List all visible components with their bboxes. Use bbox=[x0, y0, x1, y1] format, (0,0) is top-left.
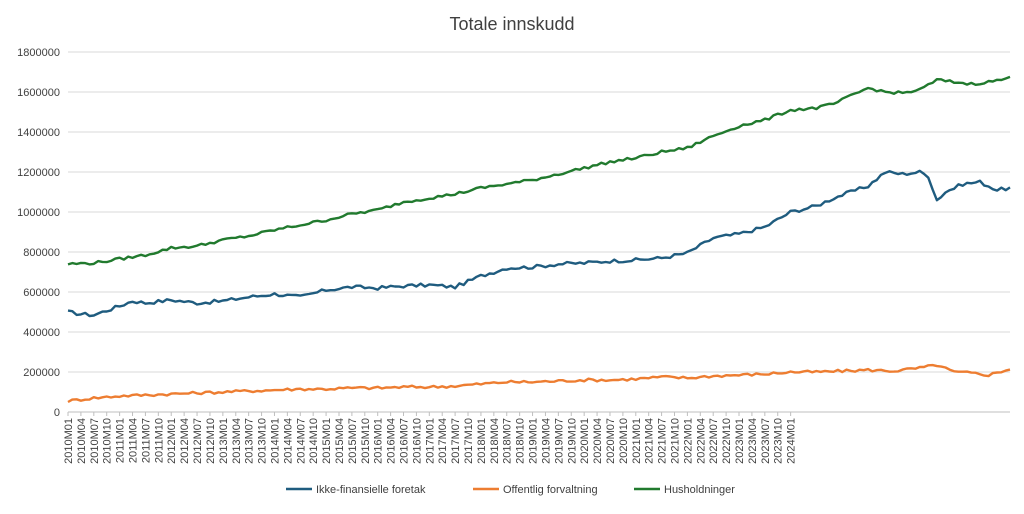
x-tick-label: 2016M07 bbox=[399, 418, 411, 464]
x-tick-label: 2014M01 bbox=[269, 418, 281, 464]
y-tick-label: 800000 bbox=[23, 247, 60, 259]
series-line-1 bbox=[67, 363, 1011, 404]
legend-label: Ikke-finansielle foretak bbox=[316, 484, 426, 496]
y-tick-label: 1000000 bbox=[17, 207, 60, 219]
x-tick-label: 2019M01 bbox=[528, 418, 540, 464]
x-tick-label: 2010M04 bbox=[76, 418, 88, 464]
x-tick-label: 2010M07 bbox=[89, 418, 101, 464]
x-tick-label: 2010M10 bbox=[102, 418, 114, 464]
x-tick-label: 2017M07 bbox=[450, 418, 462, 464]
x-tick-label: 2022M10 bbox=[721, 418, 733, 464]
y-tick-label: 1200000 bbox=[17, 167, 60, 179]
x-tick-label: 2011M10 bbox=[153, 418, 165, 463]
legend: Ikke-finansielle foretak Offentlig forval… bbox=[286, 484, 735, 496]
x-tick-label: 2019M10 bbox=[566, 418, 578, 464]
x-tick-label: 2018M07 bbox=[502, 418, 514, 464]
x-tick-label: 2022M07 bbox=[708, 418, 720, 464]
x-tick-label: 2011M04 bbox=[128, 418, 140, 463]
x-tick-label: 2014M07 bbox=[295, 418, 307, 464]
x-tick-label: 2015M10 bbox=[360, 418, 372, 464]
y-tick-label: 1400000 bbox=[17, 127, 60, 139]
x-tick-label: 2013M04 bbox=[231, 418, 243, 464]
x-tick-label: 2020M07 bbox=[605, 418, 617, 464]
x-tick-label: 2011M07 bbox=[140, 418, 152, 463]
x-tick-label: 2023M01 bbox=[734, 418, 746, 464]
y-tick-label: 600000 bbox=[23, 287, 60, 299]
x-tick-label: 2023M10 bbox=[773, 418, 785, 464]
x-tick-label: 2021M01 bbox=[631, 418, 643, 464]
x-tick-label: 2011M01 bbox=[115, 418, 127, 463]
x-tick-label: 2014M10 bbox=[308, 418, 320, 464]
x-tick-label: 2016M10 bbox=[411, 418, 423, 464]
x-tick-label: 2010M01 bbox=[63, 418, 75, 464]
x-tick-label: 2019M07 bbox=[553, 418, 565, 464]
x-tick-label: 2012M01 bbox=[166, 418, 178, 464]
x-tick-label: 2021M04 bbox=[644, 418, 656, 464]
x-tick-label: 2015M07 bbox=[347, 418, 359, 464]
x-tick-label: 2022M04 bbox=[695, 418, 707, 464]
legend-label: Offentlig forvaltning bbox=[503, 484, 598, 496]
x-tick-label: 2021M07 bbox=[657, 418, 669, 464]
y-tick-label: 400000 bbox=[23, 327, 60, 339]
x-tick-label: 2020M10 bbox=[618, 418, 630, 464]
x-tick-label: 2018M01 bbox=[476, 418, 488, 464]
x-tick-label: 2023M07 bbox=[760, 418, 772, 464]
x-tick-label: 2019M04 bbox=[540, 418, 552, 464]
x-tick-label: 2012M10 bbox=[205, 418, 217, 464]
x-tick-label: 2021M10 bbox=[669, 418, 681, 464]
x-tick-label: 2022M01 bbox=[682, 418, 694, 464]
x-tick-label: 2016M01 bbox=[373, 418, 385, 464]
x-tick-label: 2013M07 bbox=[244, 418, 256, 464]
chart-title: Totale innskudd bbox=[449, 14, 574, 34]
x-tick-label: 2013M10 bbox=[257, 418, 269, 464]
x-tick-label: 2015M04 bbox=[334, 418, 346, 464]
y-tick-label: 0 bbox=[54, 407, 60, 419]
series-line-0 bbox=[67, 169, 1011, 318]
y-axis-ticks: 0 200000 400000 600000 800000 1000000 1200000 1… bbox=[17, 47, 60, 419]
series-line-2 bbox=[67, 75, 1011, 266]
x-tick-label: 2015M01 bbox=[321, 418, 333, 464]
x-tick-label: 2023M04 bbox=[747, 418, 759, 464]
x-tick-label: 2020M01 bbox=[579, 418, 591, 464]
x-tick-label: 2017M01 bbox=[424, 418, 436, 464]
x-tick-label: 2018M04 bbox=[489, 418, 501, 464]
series-lines bbox=[67, 75, 1011, 404]
y-tick-label: 1600000 bbox=[17, 87, 60, 99]
x-tick-label: 2016M04 bbox=[386, 418, 398, 464]
x-tick-label: 2012M04 bbox=[179, 418, 191, 464]
legend-label: Husholdninger bbox=[664, 484, 735, 496]
gridlines bbox=[68, 51, 1010, 413]
y-tick-label: 200000 bbox=[23, 367, 60, 379]
x-tick-label: 2013M01 bbox=[218, 418, 230, 464]
x-tick-label: 2018M10 bbox=[515, 418, 527, 464]
x-tick-label: 2012M07 bbox=[192, 418, 204, 464]
x-tick-label: 2024M01 bbox=[786, 418, 798, 464]
x-tick-label: 2017M10 bbox=[463, 418, 475, 464]
x-tick-label: 2017M04 bbox=[437, 418, 449, 464]
x-axis-ticks: 2010M01 2010M04 2010M07 2010M10 2011M01 2011M… bbox=[63, 412, 798, 464]
x-tick-label: 2020M04 bbox=[592, 418, 604, 464]
x-tick-label: 2014M04 bbox=[282, 418, 294, 464]
y-tick-label: 1800000 bbox=[17, 47, 60, 59]
